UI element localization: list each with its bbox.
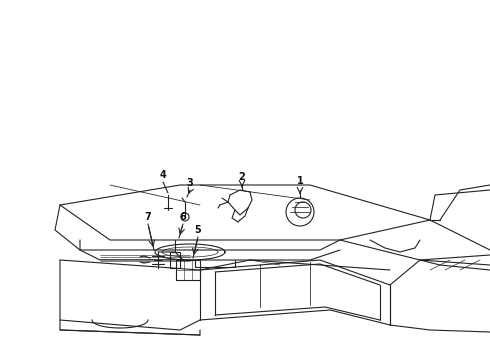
Text: 6: 6 [180, 212, 186, 222]
Text: 3: 3 [187, 178, 194, 188]
Text: 5: 5 [195, 225, 201, 235]
Bar [170, 252, 180, 268]
Text: 7: 7 [145, 212, 151, 222]
Text: 2: 2 [239, 172, 245, 182]
Text: 4: 4 [160, 170, 167, 180]
Text: 1: 1 [296, 176, 303, 186]
